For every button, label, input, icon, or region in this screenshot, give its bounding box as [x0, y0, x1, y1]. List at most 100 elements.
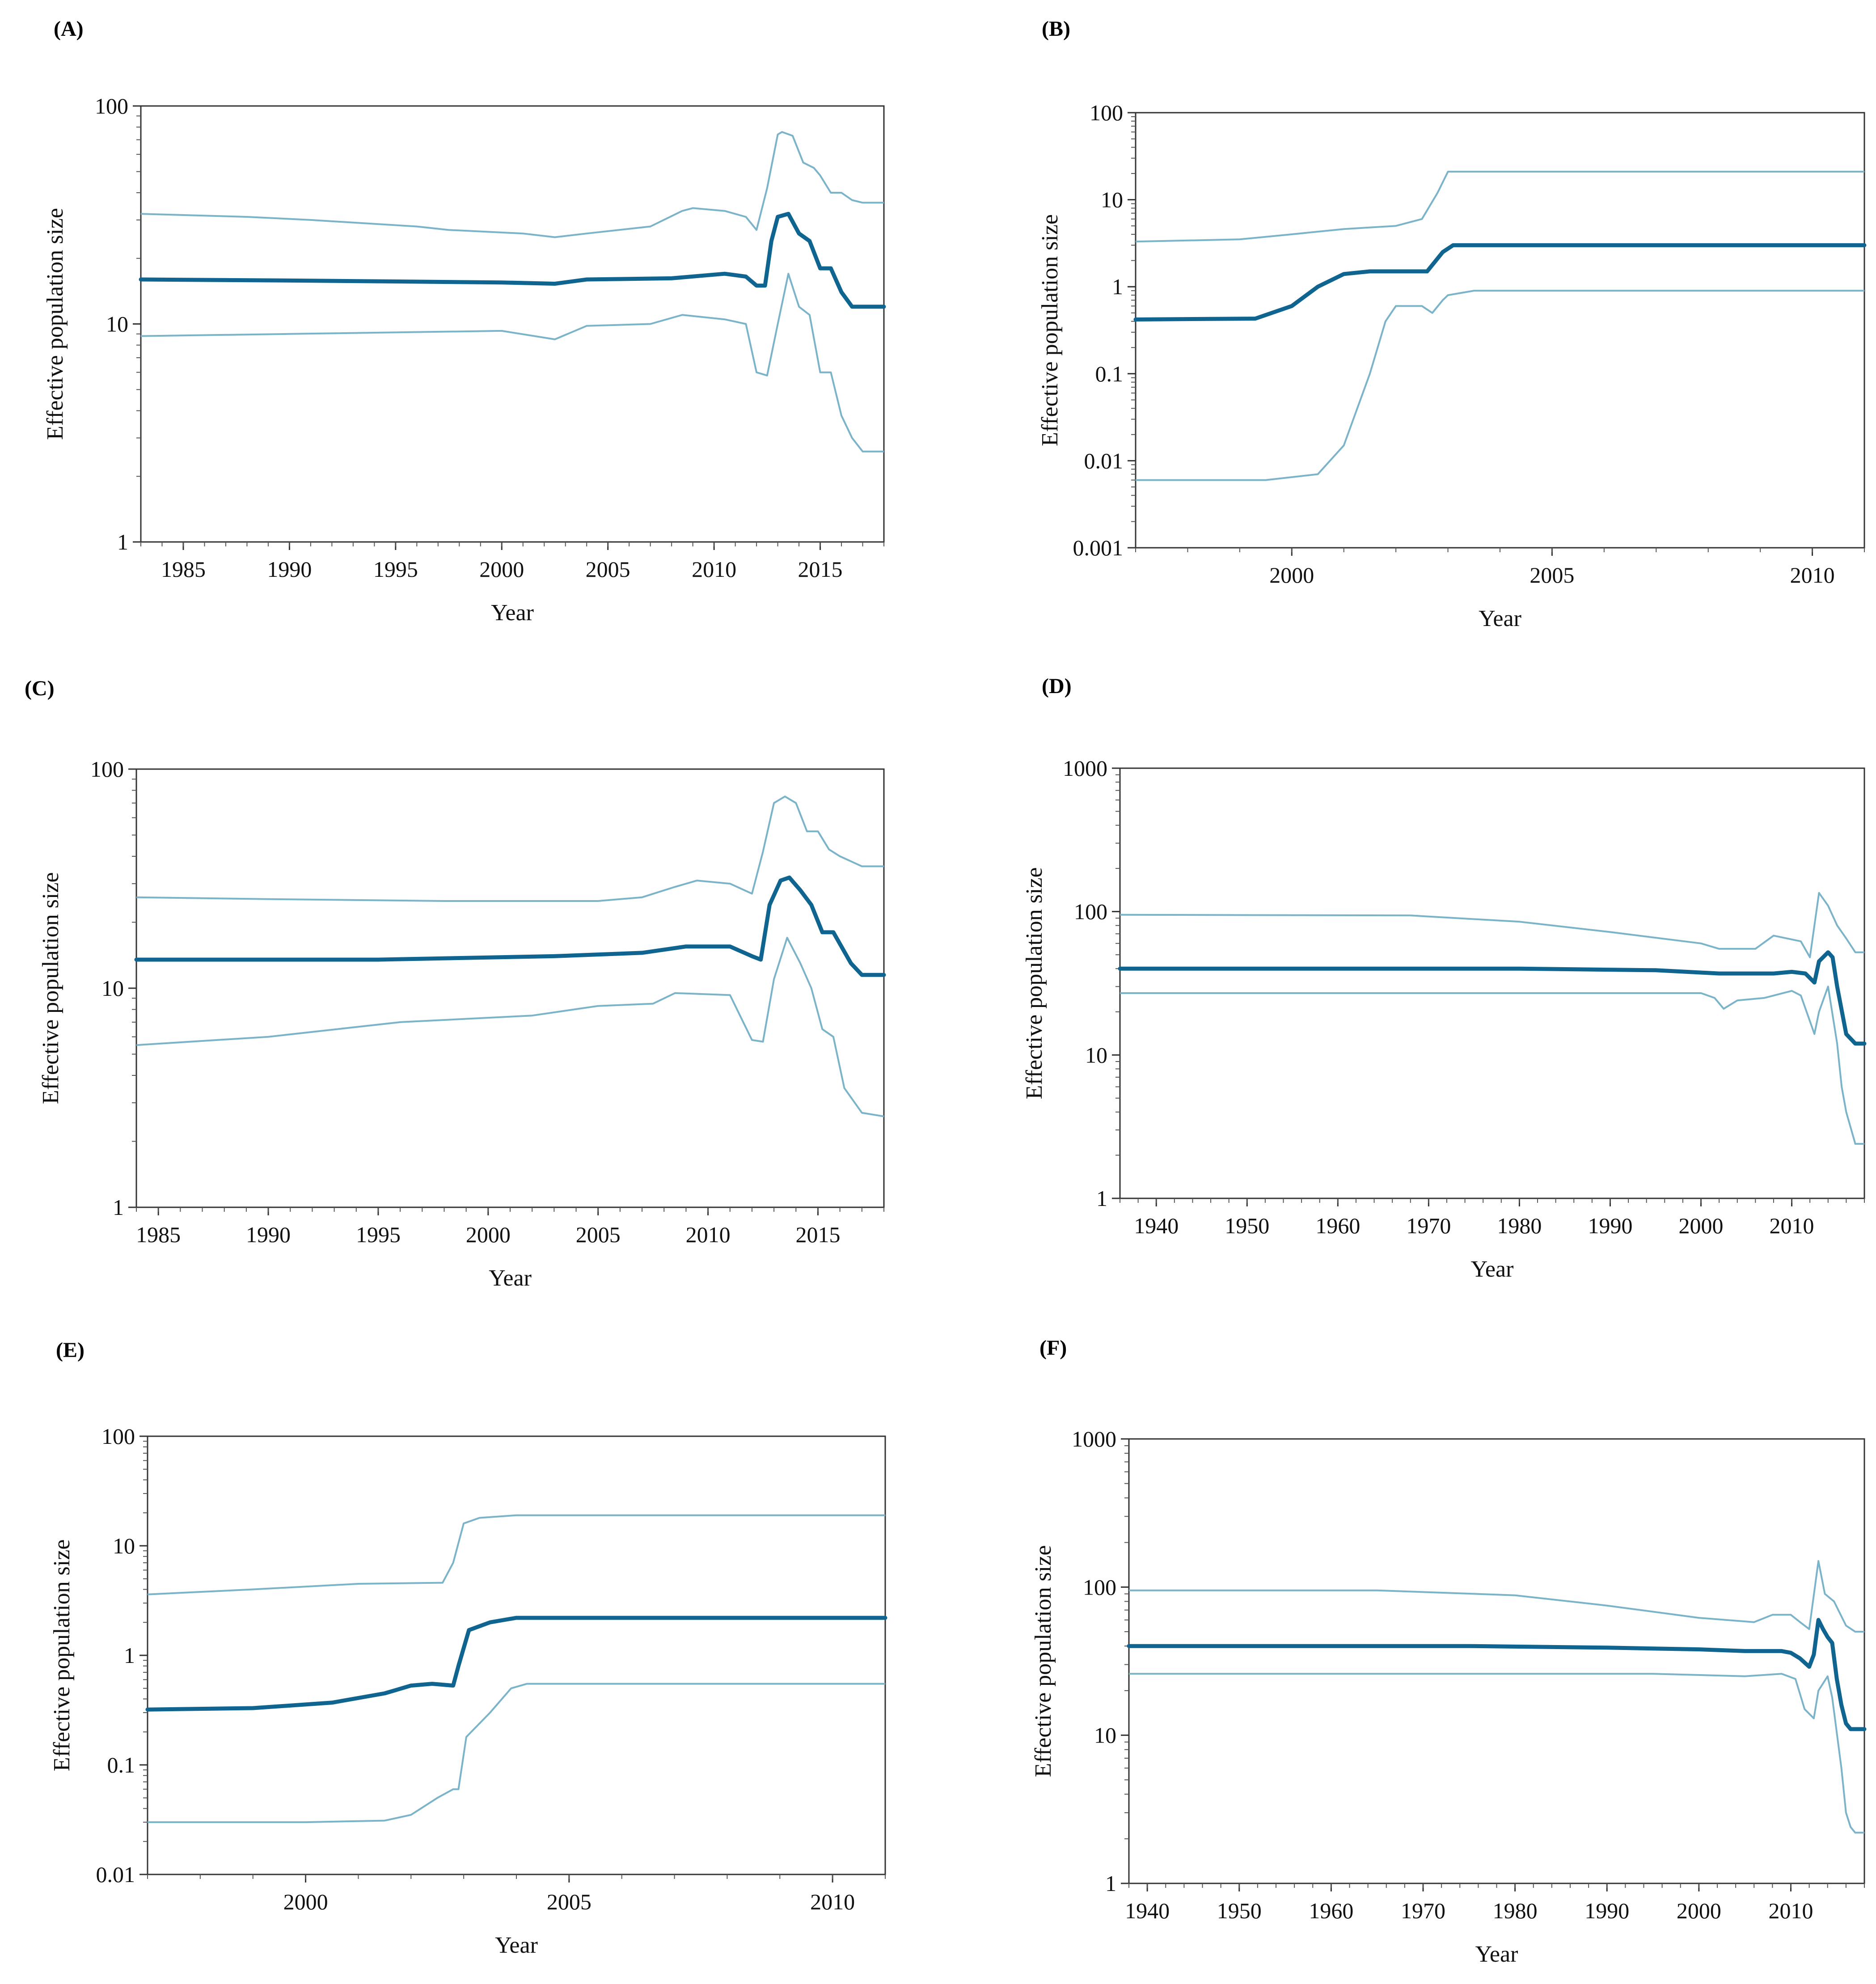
y-tick-label: 10 — [106, 312, 128, 337]
x-axis-title: Year — [495, 1933, 538, 1958]
y-tick-label: 0.1 — [1095, 361, 1124, 386]
x-tick-label: 2000 — [1677, 1898, 1721, 1923]
x-axis-title: Year — [1479, 606, 1521, 631]
x-tick-label: 1990 — [267, 557, 312, 582]
y-tick-label: 0.1 — [107, 1752, 135, 1777]
x-tick-label: 2000 — [283, 1889, 328, 1914]
plot-frame — [140, 105, 885, 543]
y-tick-label: 10 — [1094, 1723, 1116, 1748]
y-tick-label: 1 — [124, 1643, 135, 1668]
x-tick-label: 2000 — [466, 1222, 511, 1247]
x-tick-label: 1950 — [1225, 1213, 1269, 1238]
hpd-interval-line — [148, 1683, 885, 1823]
x-axis-title: Year — [489, 1265, 532, 1291]
x-tick-label: 1985 — [136, 1222, 181, 1247]
panel-label: (A) — [54, 17, 84, 41]
y-axis-title: Effective population size — [1031, 1545, 1056, 1777]
panel-d: (D) 1 10 100 1000 1940 1950 1960 1970 1980 1990 200… — [1022, 674, 1867, 1282]
x-tick-label: 1940 — [1125, 1898, 1170, 1923]
median-series-line — [139, 212, 886, 309]
y-tick-label: 1 — [1105, 1871, 1116, 1896]
x-tick-label: 2010 — [686, 1222, 731, 1247]
x-tick-label: 2005 — [1530, 563, 1574, 588]
x-tick-label: 1960 — [1315, 1213, 1360, 1238]
hpd-interval-line — [136, 795, 884, 902]
x-axis-title: Year — [1475, 1942, 1518, 1967]
x-tick-label: 2015 — [795, 1222, 840, 1247]
y-tick-label: 0.001 — [1073, 535, 1124, 560]
hpd-interval-line — [1129, 1673, 1864, 1834]
hpd-interval-line — [147, 1514, 885, 1595]
x-tick-label: 2010 — [1769, 1898, 1813, 1923]
x-tick-label: 2010 — [692, 557, 736, 582]
hpd-interval-line — [140, 273, 884, 453]
y-tick-label: 10 — [1101, 187, 1123, 212]
x-tick-label: 1940 — [1134, 1213, 1179, 1238]
panel-b: (B) 0.001 0.01 0.1 1 10 100 2000 2005 2010 Year Eff… — [1037, 17, 1867, 631]
y-axis-title: Effective population size — [42, 208, 68, 440]
y-tick-label: 10 — [113, 1533, 135, 1558]
y-axis-title: Effective population size — [1022, 867, 1047, 1100]
median-series-line — [145, 1616, 887, 1712]
x-tick-label: 2005 — [576, 1222, 621, 1247]
y-tick-label: 100 — [1083, 1574, 1116, 1599]
median-series-line — [1127, 1618, 1867, 1731]
median-series-line — [1118, 950, 1867, 1046]
panel-label: (D) — [1042, 674, 1072, 698]
y-tick-label: 1 — [113, 1195, 124, 1220]
x-tick-label: 2000 — [479, 557, 524, 582]
panel-label: (C) — [25, 677, 55, 700]
x-tick-label: 2005 — [586, 557, 630, 582]
x-tick-label: 2015 — [798, 557, 843, 582]
x-tick-label: 2000 — [1679, 1213, 1724, 1238]
hpd-interval-line — [140, 131, 884, 238]
y-axis-title: Effective population size — [1037, 214, 1063, 446]
plot-frame — [1119, 767, 1865, 1199]
x-tick-label: 2010 — [1770, 1213, 1814, 1238]
x-tick-label: 1950 — [1217, 1898, 1262, 1923]
panel-c: (C) 1 10 100 1985 1990 1995 2000 2005 2010 2015 Yea… — [25, 677, 886, 1291]
panel-label: (E) — [56, 1338, 85, 1362]
y-tick-label: 100 — [101, 1424, 135, 1449]
plot-frame — [1135, 112, 1865, 549]
plot-frame — [147, 1435, 886, 1875]
y-tick-label: 100 — [1090, 100, 1123, 125]
y-tick-label: 100 — [1074, 899, 1107, 924]
x-tick-label: 2005 — [547, 1889, 592, 1914]
x-tick-label: 1990 — [1588, 1213, 1632, 1238]
y-axis-title: Effective population size — [49, 1540, 75, 1772]
x-tick-label: 2010 — [1790, 563, 1835, 588]
y-axis-title: Effective population size — [38, 872, 63, 1104]
hpd-interval-line — [136, 937, 884, 1117]
y-tick-label: 100 — [90, 757, 124, 782]
x-tick-label: 1995 — [356, 1222, 401, 1247]
plot-frame — [1128, 1438, 1865, 1884]
y-tick-label: 1 — [117, 529, 128, 554]
y-tick-label: 10 — [1085, 1042, 1107, 1067]
y-tick-label: 1 — [1112, 274, 1123, 299]
x-axis-title: Year — [1471, 1256, 1514, 1282]
median-series-line — [134, 876, 886, 977]
x-tick-label: 1970 — [1401, 1898, 1445, 1923]
hpd-interval-line — [1136, 290, 1864, 481]
y-tick-label: 1 — [1096, 1186, 1107, 1211]
hpd-interval-line — [1120, 986, 1864, 1145]
y-tick-label: 0.01 — [96, 1862, 135, 1887]
x-tick-label: 1990 — [1584, 1898, 1629, 1923]
y-tick-label: 0.01 — [1084, 448, 1124, 473]
x-tick-label: 1985 — [161, 557, 206, 582]
y-tick-label: 10 — [101, 976, 124, 1001]
panel-e: (E) 0.01 0.1 1 10 100 2000 2005 2010 Year Effectiv… — [49, 1338, 887, 1958]
panel-label: (B) — [1042, 17, 1070, 41]
x-axis-title: Year — [491, 600, 534, 626]
panel-f: (F) 1 10 100 1000 1940 1950 1960 1970 1980 1990 200… — [1031, 1336, 1867, 1967]
x-tick-label: 1970 — [1406, 1213, 1451, 1238]
x-tick-label: 1960 — [1309, 1898, 1353, 1923]
y-tick-label: 100 — [95, 93, 128, 118]
hpd-interval-line — [1129, 1560, 1864, 1633]
panel-a: (A) 1 10 100 1985 1990 1995 2000 2005 2010 2015 Yea… — [42, 17, 886, 626]
y-tick-label: 1000 — [1063, 756, 1107, 781]
hpd-interval-line — [1135, 170, 1864, 243]
panel-label: (F) — [1039, 1336, 1067, 1360]
